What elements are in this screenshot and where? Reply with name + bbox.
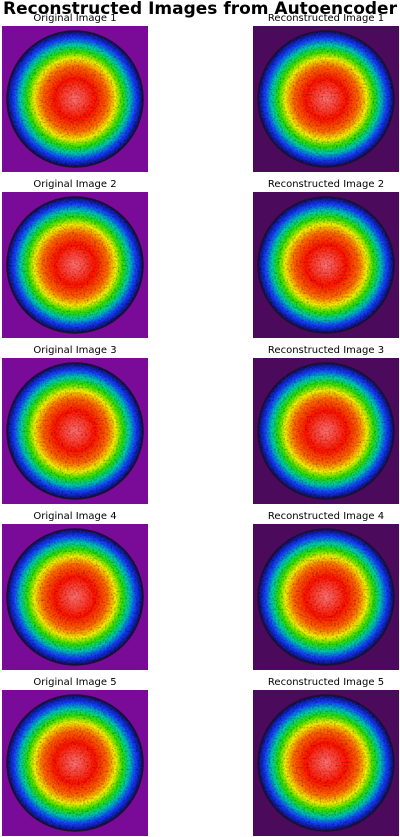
image-heatmap xyxy=(7,31,143,167)
image-rim xyxy=(6,362,144,500)
panel-title: Original Image 3 xyxy=(33,345,116,356)
image-rim xyxy=(6,528,144,666)
image-heatmap xyxy=(258,529,394,665)
image-rim xyxy=(257,30,395,168)
panel-title: Reconstructed Image 4 xyxy=(268,511,384,522)
panel-title: Reconstructed Image 3 xyxy=(268,345,384,356)
image-heatmap xyxy=(7,197,143,333)
image-heatmap xyxy=(258,695,394,831)
image-rim xyxy=(257,528,395,666)
image-heatmap xyxy=(258,363,394,499)
figure-title: Reconstructed Images from Autoencoder xyxy=(3,0,398,19)
image-heatmap xyxy=(7,695,143,831)
panel-title: Reconstructed Image 5 xyxy=(268,677,384,688)
panel-title: Reconstructed Image 1 xyxy=(268,13,384,24)
image-heatmap xyxy=(7,363,143,499)
panel-title: Reconstructed Image 2 xyxy=(268,179,384,190)
image-heatmap xyxy=(7,529,143,665)
panel-title: Original Image 1 xyxy=(33,13,116,24)
image-rim xyxy=(257,362,395,500)
image-heatmap xyxy=(258,197,394,333)
image-rim xyxy=(6,30,144,168)
image-rim xyxy=(6,196,144,334)
panel-title: Original Image 5 xyxy=(33,677,116,688)
panel-title: Original Image 2 xyxy=(33,179,116,190)
image-rim xyxy=(6,694,144,832)
image-heatmap xyxy=(258,31,394,167)
image-rim xyxy=(257,196,395,334)
image-rim xyxy=(257,694,395,832)
panel-title: Original Image 4 xyxy=(33,511,116,522)
